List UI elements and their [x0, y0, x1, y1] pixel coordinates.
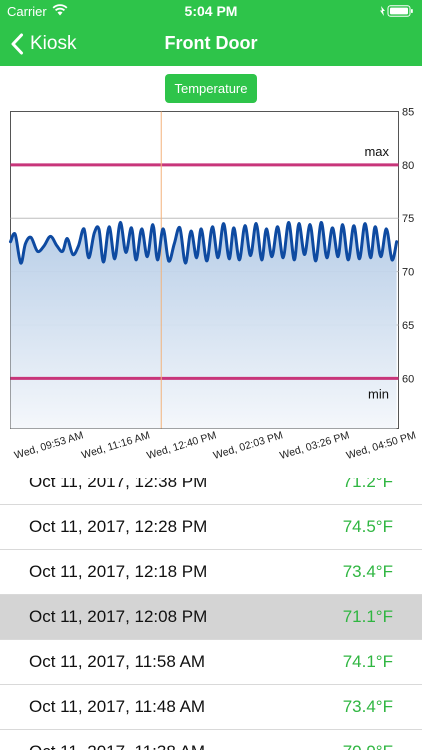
reading-row[interactable]: Oct 11, 2017, 11:48 AM 73.4°F — [0, 685, 422, 730]
y-tick-label: 85 — [402, 108, 414, 119]
temperature-toggle-button[interactable]: Temperature — [165, 74, 257, 103]
y-tick-label: 60 — [402, 373, 414, 385]
page-title: Front Door — [164, 33, 258, 53]
temperature-series-line — [9, 220, 399, 265]
reading-value: 73.4°F — [342, 697, 393, 716]
header: Carrier 5:04 PM Kiosk Front Door — [0, 0, 422, 66]
x-tick-label: Wed, 04:50 PM — [345, 429, 418, 462]
reading-value: 73.4°F — [342, 562, 393, 581]
reading-date: Oct 11, 2017, 12:28 PM — [29, 517, 208, 536]
y-tick-label: 65 — [402, 320, 414, 332]
navigation-bar: Kiosk Front Door — [0, 22, 422, 66]
threshold-label-max: max — [364, 144, 389, 159]
status-bar: Carrier 5:04 PM — [0, 0, 422, 22]
reading-value: 74.1°F — [342, 652, 393, 671]
x-tick-label: Wed, 09:53 AM — [13, 429, 85, 461]
threshold-label-min: min — [368, 386, 389, 401]
y-tick-label: 70 — [402, 267, 414, 279]
x-tick-label: Wed, 11:16 AM — [80, 429, 151, 461]
x-tick-label: Wed, 03:26 PM — [278, 429, 351, 462]
reading-row[interactable]: Oct 11, 2017, 11:58 AM 74.1°F — [0, 640, 422, 685]
reading-date: Oct 11, 2017, 11:48 AM — [29, 697, 206, 716]
reading-date: Oct 11, 2017, 12:18 PM — [29, 562, 208, 581]
x-tick-label: Wed, 12:40 PM — [145, 429, 218, 462]
reading-value: 71.1°F — [342, 607, 393, 626]
carrier-label: Carrier — [7, 4, 47, 19]
reading-date: Oct 11, 2017, 12:08 PM — [29, 607, 208, 626]
x-tick-label: Wed, 02:03 PM — [212, 429, 285, 462]
readings-list[interactable]: Oct 11, 2017, 12:38 PM 71.2°F Oct 11, 2017… — [0, 478, 422, 750]
y-tick-label: 75 — [402, 213, 414, 225]
reading-date: Oct 11, 2017, 11:58 AM — [29, 652, 206, 671]
reading-row[interactable]: Oct 11, 2017, 11:38 AM 70.9°F — [0, 730, 422, 750]
reading-value: 74.5°F — [342, 517, 393, 536]
status-time: 5:04 PM — [184, 3, 238, 19]
back-button[interactable]: Kiosk — [10, 31, 76, 57]
reading-row[interactable]: Oct 11, 2017, 12:08 PM 71.1°F — [0, 595, 422, 640]
reading-row[interactable]: Oct 11, 2017, 12:38 PM 71.2°F — [0, 478, 422, 505]
wifi-icon — [52, 4, 68, 16]
reading-value: 70.9°F — [343, 742, 393, 750]
reading-row[interactable]: Oct 11, 2017, 12:18 PM 73.4°F — [0, 550, 422, 595]
reading-date: Oct 11, 2017, 12:38 PM — [29, 478, 208, 491]
reading-row[interactable]: Oct 11, 2017, 12:28 PM 74.5°F — [0, 505, 422, 550]
reading-date: Oct 11, 2017, 11:38 AM — [29, 742, 205, 750]
reading-value: 71.2°F — [342, 478, 393, 491]
y-tick-label: 80 — [402, 160, 414, 172]
chevron-left-icon — [11, 33, 23, 55]
battery-charging-icon — [380, 5, 413, 17]
back-label: Kiosk — [30, 33, 77, 54]
